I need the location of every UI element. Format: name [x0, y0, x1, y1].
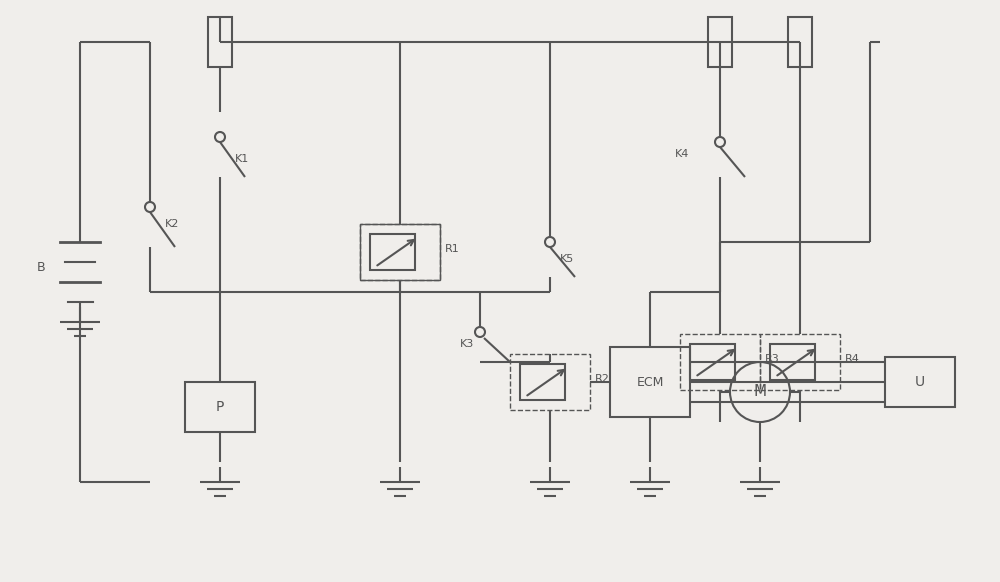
Bar — [360, 224, 440, 280]
Text: R4: R4 — [845, 354, 860, 364]
Bar — [680, 334, 760, 390]
Text: K5: K5 — [560, 254, 574, 264]
Bar — [885, 357, 955, 407]
Bar — [708, 17, 732, 67]
Bar — [610, 347, 690, 417]
Text: K1: K1 — [235, 154, 249, 164]
Text: R3: R3 — [765, 354, 780, 364]
Bar — [510, 354, 590, 410]
Text: K4: K4 — [675, 149, 689, 159]
Text: R1: R1 — [445, 244, 460, 254]
Text: R2: R2 — [595, 374, 610, 384]
Bar — [360, 224, 440, 280]
Bar — [788, 17, 812, 67]
Text: B: B — [36, 261, 45, 274]
Text: K2: K2 — [165, 219, 179, 229]
Bar — [370, 234, 415, 270]
Text: ECM: ECM — [636, 375, 664, 389]
Text: M: M — [753, 385, 767, 399]
Bar — [185, 382, 255, 432]
Text: U: U — [915, 375, 925, 389]
Bar — [770, 344, 815, 380]
Text: K3: K3 — [460, 339, 474, 349]
Bar — [760, 334, 840, 390]
Bar — [520, 364, 565, 400]
Bar — [208, 17, 232, 67]
Text: P: P — [216, 400, 224, 414]
Bar — [690, 344, 735, 380]
